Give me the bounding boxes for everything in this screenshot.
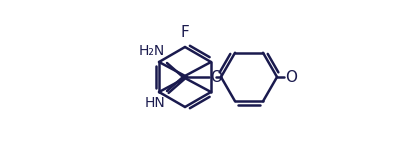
Text: O: O [285, 69, 297, 84]
Text: F: F [181, 25, 190, 40]
Text: H₂N: H₂N [139, 44, 165, 58]
Text: O: O [210, 69, 222, 84]
Text: HN: HN [144, 96, 165, 110]
